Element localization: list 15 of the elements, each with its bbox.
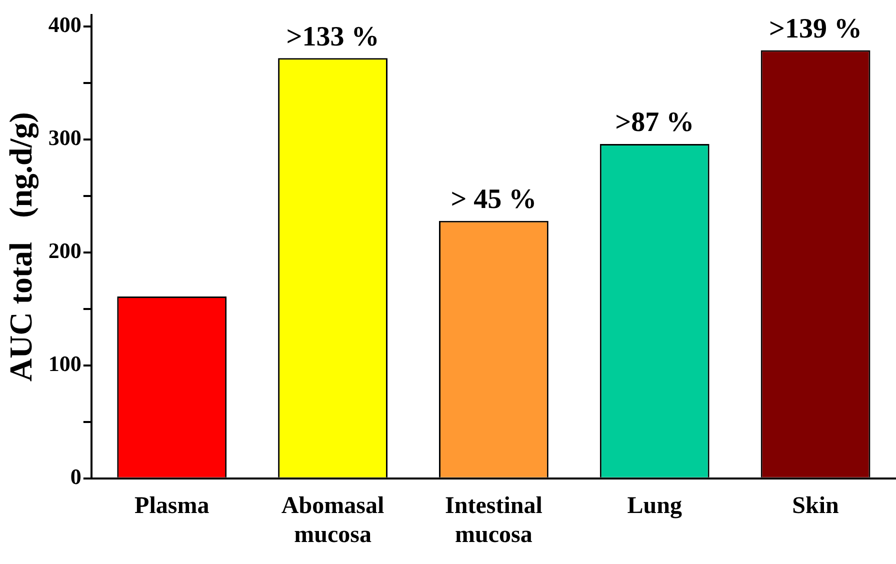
y-tick-label: 100 <box>48 351 82 376</box>
data-label: > 45 % <box>450 184 537 216</box>
data-label: >139 % <box>769 13 862 44</box>
x-tick-label: Lung <box>627 493 682 520</box>
x-tick-label: Intestinal mucosa <box>445 493 543 548</box>
y-tick-label: 400 <box>48 12 82 38</box>
y-axis-title: AUC total (ng.d/g) <box>2 112 40 382</box>
y-tick-label: 300 <box>48 125 82 150</box>
data-label: >133 % <box>286 21 380 52</box>
x-tick-label: Plasma <box>134 493 210 520</box>
x-tick-label: Skin <box>792 493 839 520</box>
y-tick-label: 200 <box>48 238 82 264</box>
x-tick-label: Abomasal mucosa <box>281 493 384 548</box>
y-tick-label: 0 <box>70 464 82 490</box>
data-label: >87 % <box>615 107 694 138</box>
